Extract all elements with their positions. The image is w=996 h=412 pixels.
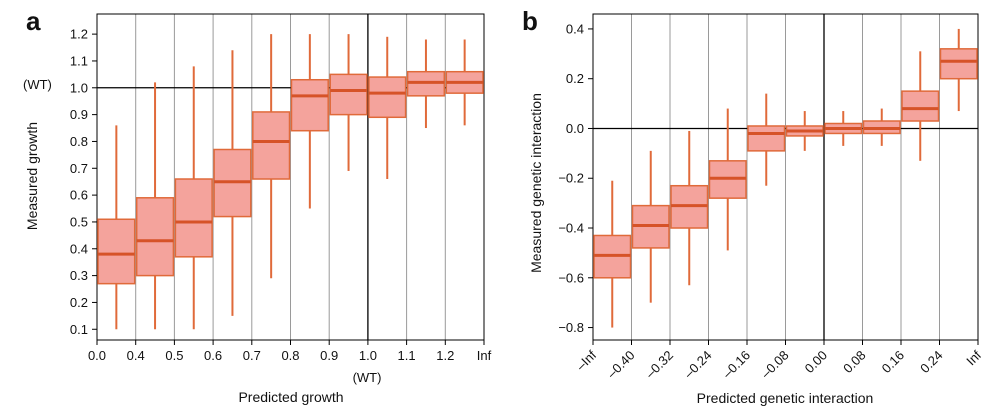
x-tick-label: 0.9: [320, 348, 338, 363]
x-tick-label: –0.40: [604, 348, 638, 382]
box-group: [670, 130, 709, 286]
panel-b-x-label: Predicted genetic interaction: [697, 390, 874, 406]
panel-b-x-ticks: –Inf –0.40 –0.32 –0.24 –0.16 –0.08 0.00 0.08 0.1…: [573, 340, 984, 381]
x-tick-label: Inf: [477, 348, 492, 363]
box-group: [97, 125, 136, 330]
box-group: [631, 150, 670, 303]
box-group: [593, 180, 632, 328]
y-tick-label: 0.2: [566, 71, 584, 86]
box-group: [252, 34, 291, 279]
panel-b: b 0.40.20.0−0.2−0.4−0.6−0.8 –Inf –0.40 –0.…: [522, 6, 984, 406]
box-group: [824, 111, 863, 146]
x-tick-label: 0.00: [802, 348, 831, 377]
box: [135, 197, 175, 277]
y-tick-label: −0.8: [558, 320, 584, 335]
box-group: [174, 66, 213, 330]
box-group: [290, 34, 329, 209]
x-tick-label: 0.16: [879, 348, 908, 377]
panel-b-grid: [592, 13, 979, 341]
panel-a-letter: a: [26, 6, 41, 36]
y-tick-label: −0.4: [558, 221, 584, 236]
box: [97, 218, 136, 285]
x-tick-label: –0.32: [643, 348, 677, 382]
box-group: [785, 111, 824, 151]
x-tick-label: 0.5: [165, 348, 183, 363]
box: [329, 73, 368, 116]
panel-a-y-annotation: (WT): [23, 77, 52, 92]
box: [174, 178, 213, 258]
x-tick-label: 1.0: [359, 348, 377, 363]
y-tick-label: 0.4: [70, 241, 88, 256]
box: [290, 78, 329, 132]
x-tick-label: 0.4: [127, 348, 145, 363]
x-tick-label: –0.16: [720, 348, 754, 382]
y-tick-label: 1.2: [70, 27, 88, 42]
x-tick-label: 0.7: [243, 348, 261, 363]
box: [901, 90, 940, 122]
y-tick-label: 0.2: [70, 295, 88, 310]
x-tick-label: 1.1: [398, 348, 416, 363]
box: [368, 76, 407, 119]
x-tick-label: 0.8: [281, 348, 299, 363]
x-tick-label: 1.2: [436, 348, 454, 363]
box-group: [329, 34, 368, 171]
x-tick-label: 0.24: [917, 348, 946, 377]
y-tick-label: 0.3: [70, 268, 88, 283]
panel-a-y-ticks: 0.1 0.2 0.3 0.4 0.5 0.6 0.7 0.8 0.9 1.0 1.1 1.2: [70, 27, 97, 337]
x-tick-label: Inf: [963, 347, 984, 368]
box-group: [901, 51, 940, 161]
y-tick-label: 0.5: [70, 214, 88, 229]
box: [939, 48, 978, 80]
panel-a-y-label: Measured growth: [24, 122, 40, 230]
box-group: [862, 108, 901, 146]
x-tick-label: 0.08: [840, 348, 869, 377]
box-group: [406, 39, 446, 129]
box-group: [939, 28, 978, 112]
y-tick-label: −0.6: [558, 270, 584, 285]
box-group: [213, 50, 252, 316]
y-tick-label: 0.8: [70, 134, 88, 149]
y-tick-label: 0.7: [70, 161, 88, 176]
y-tick-label: 0.1: [70, 322, 88, 337]
x-tick-label: –0.08: [758, 348, 792, 382]
x-tick-label: 0.6: [204, 348, 222, 363]
box: [252, 111, 291, 180]
box-group: [708, 108, 747, 251]
y-tick-label: −0.2: [558, 171, 584, 186]
panel-a-boxes: [97, 34, 484, 330]
panel-a-x-ticks: 0.0 0.4 0.5 0.6 0.7 0.8 0.9 1.0 1.1 1.2 Inf: [88, 340, 492, 363]
panel-b-boxes: [593, 28, 978, 328]
y-tick-label: 1.0: [70, 80, 88, 95]
panel-b-letter: b: [522, 6, 538, 36]
y-tick-label: 0.4: [566, 21, 584, 36]
panel-a-x-annotation: (WT): [353, 370, 382, 385]
box-group: [368, 36, 407, 180]
panel-a-x-label: Predicted growth: [238, 389, 343, 405]
x-tick-label: –0.24: [681, 348, 715, 382]
box-group: [747, 93, 786, 186]
y-tick-label: 0.6: [70, 188, 88, 203]
y-tick-label: 1.1: [70, 53, 88, 68]
x-tick-label: 0.0: [88, 348, 106, 363]
panel-b-y-ticks: 0.4 0.2 0.0 −0.2 −0.4 −0.6 −0.8: [558, 21, 593, 335]
panel-b-y-label: Measured genetic interaction: [528, 93, 544, 273]
box: [747, 125, 786, 152]
y-tick-label: 0.0: [566, 121, 584, 136]
box-group: [445, 39, 484, 126]
y-tick-label: 0.9: [70, 107, 88, 122]
panel-a: a 0.1 0.2 0.3 0.4 0.5 0.6 0.7 0.8 0.9 1.0 1.1 1.2 0…: [23, 6, 492, 405]
x-tick-label: –Inf: [573, 347, 599, 373]
box-group: [135, 82, 175, 330]
